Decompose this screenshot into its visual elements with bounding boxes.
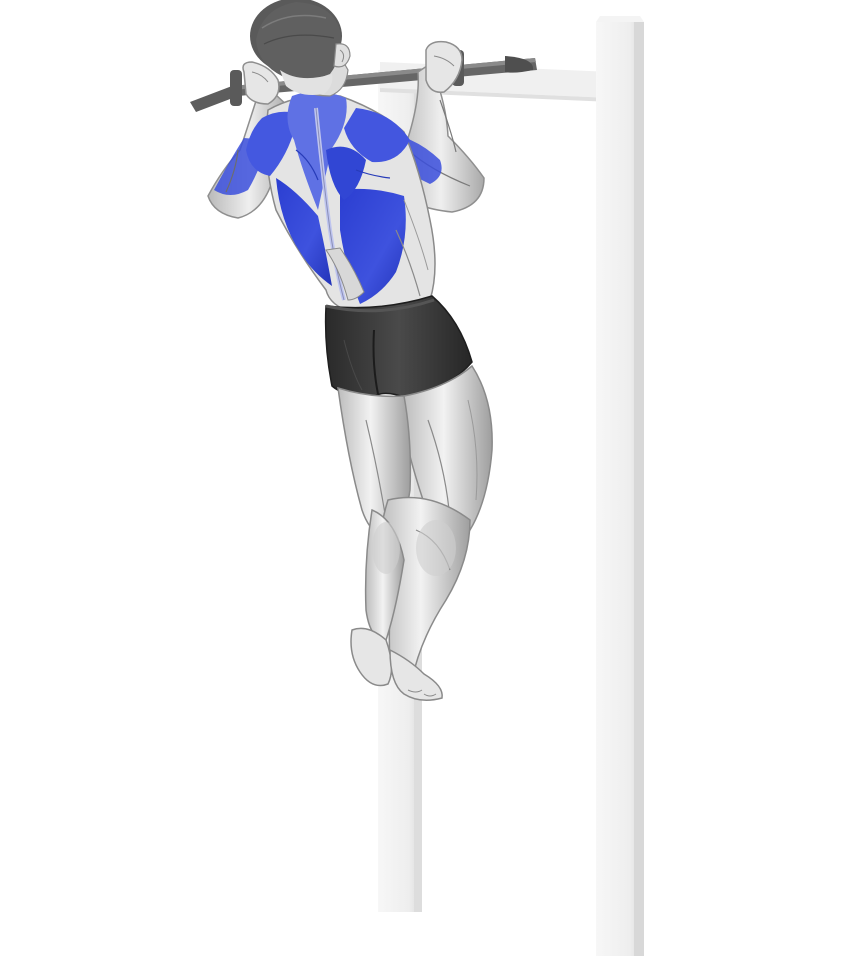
torso xyxy=(246,91,436,313)
legs xyxy=(337,364,493,701)
frame-front-post xyxy=(596,16,644,956)
latissimus-dorsi-left xyxy=(276,178,332,286)
head xyxy=(250,0,351,97)
shorts xyxy=(324,295,473,399)
